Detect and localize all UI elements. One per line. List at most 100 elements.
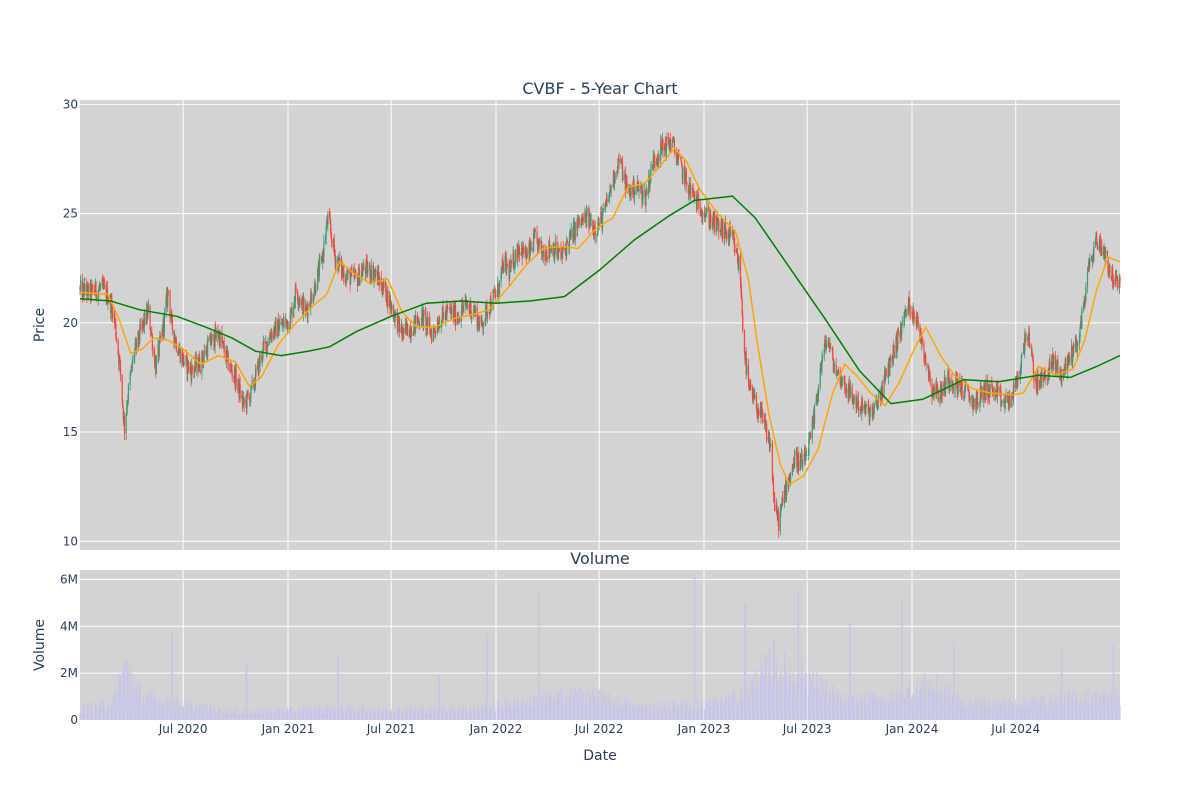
volume-bar <box>660 701 662 720</box>
volume-bar <box>1019 707 1021 720</box>
volume-bar <box>917 702 919 720</box>
volume-bar <box>725 706 727 720</box>
long-moving-average-line <box>79 195 1121 405</box>
volume-bar <box>261 707 263 720</box>
volume-bar <box>191 702 193 720</box>
volume-bar <box>586 704 588 720</box>
volume-bar <box>466 711 468 720</box>
volume-bar <box>835 697 837 720</box>
volume-bar <box>751 677 753 720</box>
candle-body <box>921 338 923 343</box>
candle-body <box>266 342 268 353</box>
volume-bar <box>274 711 276 720</box>
volume-bar <box>693 710 695 720</box>
candle-body <box>90 285 92 298</box>
candle-body <box>857 398 860 411</box>
volume-bar <box>809 677 811 720</box>
volume-bar <box>386 708 388 720</box>
volume-bar <box>378 709 380 720</box>
candle-body <box>289 327 291 330</box>
volume-bar <box>1080 700 1082 720</box>
candle-body <box>330 223 332 233</box>
volume-bar <box>167 705 169 720</box>
candle-body <box>836 371 838 374</box>
volume-bar <box>468 710 470 720</box>
volume-bar <box>392 712 394 720</box>
volume-bar <box>724 697 726 720</box>
candle-body <box>394 313 396 322</box>
volume-bar <box>534 707 536 720</box>
candle-body <box>401 325 403 336</box>
candle-body <box>173 329 175 343</box>
volume-bar <box>1107 695 1109 720</box>
candle-body <box>621 162 624 181</box>
candle-body <box>1020 367 1022 374</box>
volume-bar <box>106 710 108 720</box>
volume-bar <box>584 701 586 720</box>
candle-body <box>315 290 317 293</box>
volume-bar <box>107 703 109 720</box>
volume-bar <box>669 712 671 720</box>
candle-body <box>1032 361 1034 374</box>
candle-body <box>441 306 444 320</box>
candle-body <box>907 308 909 310</box>
candle-body <box>794 451 796 468</box>
candle-body <box>929 372 931 378</box>
volume-bar <box>820 696 822 720</box>
candle-body <box>885 368 887 371</box>
volume-bar <box>863 708 865 720</box>
volume-bar <box>289 707 291 720</box>
candle-body <box>877 402 879 409</box>
volume-bar <box>1031 697 1033 720</box>
candle-body <box>873 405 875 408</box>
candle-body <box>369 264 371 279</box>
volume-bar <box>963 699 965 720</box>
volume-bar <box>1003 697 1005 720</box>
volume-bar <box>110 706 112 720</box>
volume-bar <box>725 696 727 720</box>
volume-bar <box>333 711 335 720</box>
volume-bar <box>803 692 805 720</box>
volume-bar <box>1021 703 1023 720</box>
volume-bar <box>690 709 692 720</box>
candle-body <box>839 370 841 385</box>
volume-bar <box>808 671 810 720</box>
volume-bar <box>961 704 963 720</box>
candle-body <box>625 180 628 184</box>
volume-bar <box>189 705 191 720</box>
candle-body <box>251 380 253 384</box>
candle-body <box>505 255 507 270</box>
volume-bar <box>270 709 272 720</box>
volume-bar <box>478 711 480 720</box>
volume-bar <box>452 707 454 720</box>
candle-body <box>797 453 800 471</box>
volume-bar <box>115 705 117 720</box>
candle-body <box>498 280 501 295</box>
volume-bar <box>779 670 781 720</box>
volume-bar <box>462 711 464 720</box>
candle-body <box>991 385 993 391</box>
candle-body <box>869 408 871 410</box>
volume-bar <box>530 699 532 720</box>
volume-bar <box>484 702 486 720</box>
volume-bar <box>428 704 430 720</box>
candle-body <box>133 356 135 360</box>
volume-bar <box>939 690 941 720</box>
candle-body <box>514 249 516 263</box>
volume-bar <box>594 698 596 720</box>
candle-body <box>824 339 826 349</box>
volume-bar <box>243 710 245 720</box>
candle-body <box>428 316 430 325</box>
price-candles <box>79 132 1121 539</box>
candle-body <box>796 454 798 467</box>
candle-body <box>101 278 103 286</box>
volume-bar <box>206 711 208 720</box>
candle-body <box>274 322 276 335</box>
volume-bar <box>693 577 695 720</box>
candle-body <box>638 188 640 192</box>
volume-bar <box>625 709 627 720</box>
volume-bar <box>766 679 768 720</box>
volume-bar <box>427 712 429 720</box>
candle-body <box>298 301 300 305</box>
volume-bar <box>823 689 825 720</box>
